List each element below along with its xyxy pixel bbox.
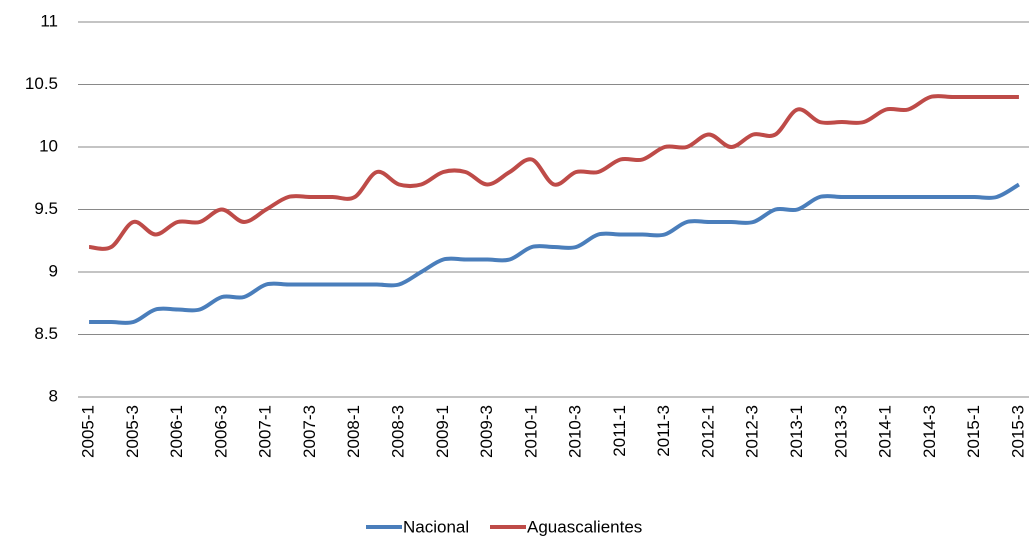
y-tick-label: 11 (40, 11, 58, 30)
y-tick-label: 9 (49, 261, 58, 280)
x-tick-label: 2009-3 (477, 405, 496, 458)
y-tick-label: 10.5 (25, 74, 58, 93)
series-line (89, 182, 1020, 325)
y-tick-label: 9.5 (34, 199, 58, 218)
x-tick-label: 2013-3 (831, 405, 850, 458)
x-tick-label: 2008-1 (344, 405, 363, 458)
x-tick-label: 2011-3 (654, 405, 673, 457)
x-tick-label: 2014-1 (876, 405, 895, 458)
legend-label: Aguascalientes (527, 517, 642, 536)
x-tick-label: 2010-3 (566, 405, 585, 458)
x-tick-label: 2005-1 (79, 405, 98, 458)
x-tick-label: 2008-3 (389, 405, 408, 458)
x-tick-label: 2012-3 (743, 405, 762, 458)
x-tick-label: 2007-1 (256, 405, 275, 458)
x-tick-label: 2006-3 (211, 405, 230, 458)
x-tick-label: 2006-1 (167, 405, 186, 458)
y-tick-label: 8 (49, 386, 58, 405)
x-tick-label: 2009-1 (433, 405, 452, 458)
x-tick-label: 2005-3 (123, 405, 142, 458)
x-tick-label: 2012-1 (698, 405, 717, 458)
x-tick-label: 2010-1 (521, 405, 540, 458)
x-tick-label: 2014-3 (920, 405, 939, 458)
x-tick-label: 2007-3 (300, 405, 319, 458)
x-tick-label: 2015-3 (1008, 405, 1027, 458)
x-tick-label: 2015-1 (964, 405, 983, 458)
y-tick-label: 8.5 (34, 324, 58, 343)
legend-label: Nacional (403, 517, 469, 536)
series-line (88, 94, 1019, 251)
x-tick-label: 2013-1 (787, 405, 806, 458)
y-tick-label: 10 (39, 136, 58, 155)
x-tick-label: 2011-1 (610, 405, 629, 457)
